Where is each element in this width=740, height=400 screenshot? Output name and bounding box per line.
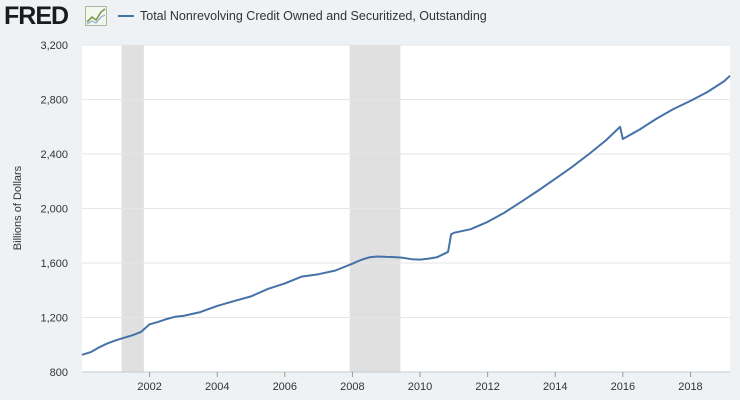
- y-tick-label: 1,600: [40, 258, 68, 270]
- x-tick-label: 2004: [205, 381, 229, 393]
- y-tick-label: 2,400: [40, 149, 68, 161]
- x-tick-label: 2018: [678, 381, 702, 393]
- y-tick-label: 1,200: [40, 313, 68, 325]
- legend-swatch: [118, 14, 134, 17]
- fred-logo[interactable]: FRED: [4, 2, 69, 30]
- y-axis-title: Billions of Dollars: [12, 165, 24, 250]
- y-tick-label: 2,000: [40, 204, 68, 216]
- y-tick-label: 3,200: [40, 40, 68, 52]
- chart-legend: Total Nonrevolving Credit Owned and Secu…: [118, 9, 487, 23]
- x-tick-label: 2014: [543, 381, 567, 393]
- gridlines: [82, 44, 730, 318]
- x-tick-label: 2010: [408, 381, 432, 393]
- x-axis: 2002 2004 2006 2008 2010 2012 2014 2016 2018: [82, 371, 730, 393]
- series-line: [81, 74, 731, 356]
- line-chart-icon: [85, 6, 107, 26]
- x-tick-label: 2006: [273, 381, 297, 393]
- x-tick-label: 2012: [475, 381, 499, 393]
- x-tick-label: 2008: [340, 381, 364, 393]
- x-tick-label: 2002: [137, 381, 161, 393]
- y-tick-label: 2,800: [40, 95, 68, 107]
- x-tick-label: 2016: [611, 381, 635, 393]
- y-axis: 800 1,200 1,600 2,000 2,400 2,800 3,200: [40, 40, 68, 379]
- legend-label: Total Nonrevolving Credit Owned and Secu…: [140, 9, 487, 23]
- chart-header: FRED Total Nonrevolving Credit Owned and…: [0, 0, 740, 34]
- y-tick-label: 800: [50, 367, 68, 379]
